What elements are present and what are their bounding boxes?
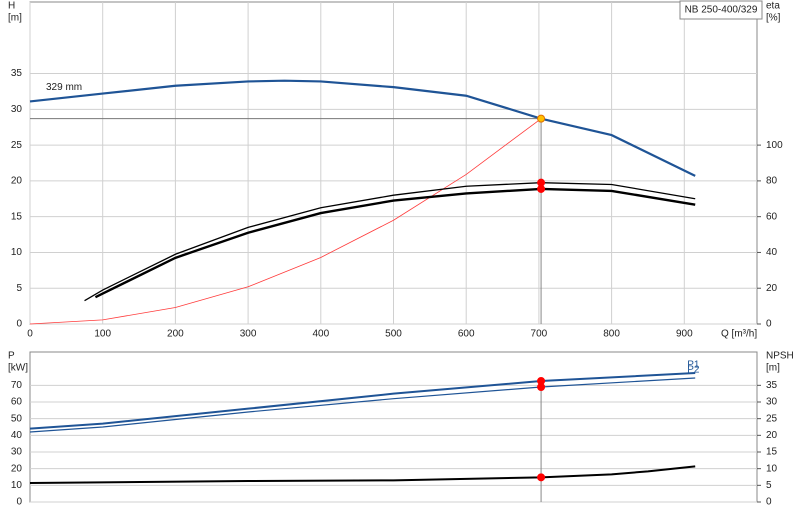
y-tick-label: 30 [11,447,23,458]
series-line [94,187,696,299]
y2-tick-label: 0 [766,497,772,508]
y-tick-label: 30 [11,104,23,115]
y-tick-label: 20 [11,463,23,474]
y2-tick-label: 25 [766,413,778,424]
x-axis-label: Q [m³/h] [721,329,757,340]
y2-axis-unit: [m] [766,363,780,374]
y2-tick-label: 20 [766,283,778,294]
duty-marker [537,383,546,391]
duty-marker [537,473,546,482]
y-tick-label: 25 [11,140,23,151]
y-tick-label: 50 [11,413,23,424]
y2-tick-label: 5 [766,480,772,491]
y-axis-label: H [8,1,15,12]
y-axis-unit: [m] [8,13,22,24]
series-line [29,79,696,177]
series-line [29,118,542,325]
y-tick-label: 15 [11,211,23,222]
y-tick-label: 10 [11,247,23,258]
y2-axis-unit: [%] [766,13,781,24]
y-tick-label: 60 [11,397,23,408]
y-tick-label: 10 [11,480,23,491]
y2-tick-label: 100 [766,140,783,151]
y2-tick-label: 20 [766,430,778,441]
y-axis-unit: [kW] [8,363,28,374]
series-line [84,182,696,302]
x-tick-label: 100 [94,329,111,340]
y2-tick-label: 15 [766,447,778,458]
y2-tick-label: 80 [766,176,778,187]
series-line [29,377,696,433]
series-line [29,372,696,430]
x-tick-label: 0 [27,329,33,340]
duty-marker [537,114,546,123]
x-tick-label: 600 [458,329,475,340]
y2-axis-label: NPSH [766,351,794,362]
x-tick-label: 200 [167,329,184,340]
duty-marker [537,184,546,193]
y2-tick-label: 40 [766,247,778,258]
y2-tick-label: 10 [766,463,778,474]
y-tick-label: 35 [11,68,23,79]
x-tick-label: 400 [312,329,329,340]
y-tick-label: 40 [11,430,23,441]
title-box [679,0,763,20]
y-tick-label: 0 [16,497,22,508]
x-tick-label: 900 [676,329,693,340]
series-label: P2 [687,365,700,376]
y-tick-label: 5 [16,283,22,294]
y-tick-label: 20 [11,176,23,187]
y-tick-label: 70 [11,380,23,391]
y-axis-label: P [8,351,15,362]
y2-tick-label: 35 [766,380,778,391]
x-tick-label: 800 [603,329,620,340]
y-tick-label: 0 [16,319,22,330]
series-label: 329 mm [46,82,82,93]
x-tick-label: 500 [385,329,402,340]
y2-tick-label: 30 [766,397,778,408]
x-tick-label: 700 [531,329,548,340]
y2-tick-label: 0 [766,319,772,330]
series-label: P1 [687,360,700,371]
x-tick-label: 300 [240,329,257,340]
y2-axis-label: eta [766,1,780,12]
chart-title: NB 250-400/329 [685,5,758,16]
y2-tick-label: 60 [766,211,778,222]
